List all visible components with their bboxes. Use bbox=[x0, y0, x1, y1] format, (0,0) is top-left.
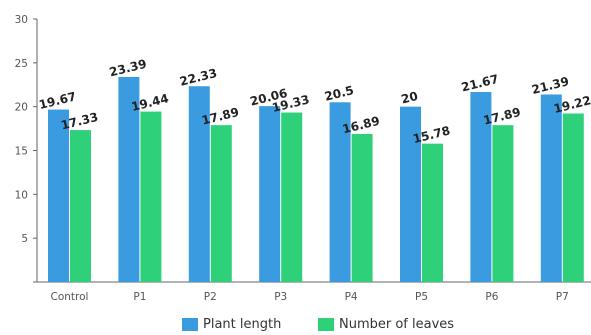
legend: Plant length Number of leaves bbox=[0, 314, 591, 334]
bar-plant-length bbox=[48, 109, 69, 283]
y-tick-label: 20 bbox=[15, 102, 28, 114]
bar-number-of-leaves bbox=[492, 125, 514, 282]
y-tick-label: 15 bbox=[15, 146, 28, 158]
y-tick-label: 5 bbox=[21, 233, 28, 245]
bar-plant-length bbox=[470, 92, 492, 282]
data-label-plant-length: 21.39 bbox=[530, 74, 570, 97]
data-label-plant-length: 19.67 bbox=[37, 89, 77, 112]
bar-plant-length bbox=[540, 94, 562, 282]
x-tick-label: P1 bbox=[133, 291, 146, 303]
data-label-plant-length: 20 bbox=[400, 89, 420, 107]
bar-plant-length bbox=[118, 76, 140, 283]
y-tick-label: 10 bbox=[15, 189, 28, 201]
x-tick-label: P5 bbox=[415, 291, 428, 303]
bar-number-of-leaves bbox=[422, 143, 443, 282]
x-tick-label: Control bbox=[51, 291, 89, 303]
data-label-plant-length: 20.5 bbox=[323, 83, 355, 104]
bar-number-of-leaves bbox=[351, 133, 373, 282]
bar-plant-length bbox=[188, 86, 210, 283]
data-label-plant-length: 23.39 bbox=[108, 57, 148, 80]
legend-swatch-plant-length bbox=[182, 317, 198, 331]
x-tick-label: P4 bbox=[345, 291, 358, 303]
bar-number-of-leaves bbox=[210, 125, 232, 282]
bar-plant-length bbox=[259, 106, 281, 283]
x-tick-label: P3 bbox=[274, 291, 287, 303]
data-label-plant-length: 21.67 bbox=[460, 72, 500, 95]
bar-number-of-leaves bbox=[281, 112, 303, 282]
bar-number-of-leaves bbox=[140, 111, 162, 283]
bar-number-of-leaves bbox=[562, 113, 584, 282]
y-tick-label: 25 bbox=[15, 58, 28, 70]
y-tick-label: 30 bbox=[15, 14, 28, 26]
bar-number-of-leaves bbox=[70, 130, 91, 282]
x-tick-label: P7 bbox=[556, 291, 569, 303]
bar-plant-length bbox=[400, 106, 421, 283]
bar-plant-length bbox=[329, 102, 351, 283]
bars bbox=[48, 76, 584, 283]
legend-swatch-number-of-leaves bbox=[318, 317, 334, 331]
legend-item-number-of-leaves: Number of leaves bbox=[318, 314, 454, 334]
x-tick-label: P2 bbox=[204, 291, 217, 303]
legend-label-number-of-leaves: Number of leaves bbox=[339, 316, 455, 332]
x-tick-label: P6 bbox=[485, 291, 498, 303]
legend-item-plant-length: Plant length bbox=[182, 314, 281, 334]
data-label-plant-length: 22.33 bbox=[178, 66, 218, 89]
legend-label-plant-length: Plant length bbox=[203, 316, 282, 332]
